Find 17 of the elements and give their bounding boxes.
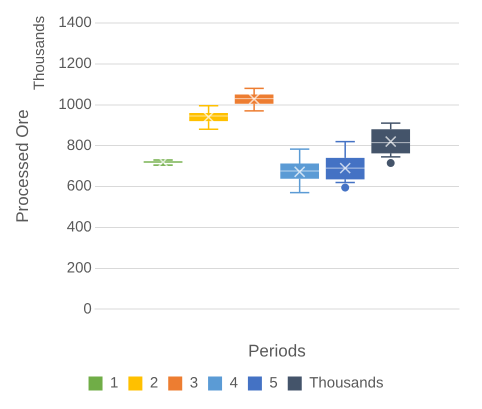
legend-label: 2 — [150, 374, 158, 392]
legend-label: 3 — [190, 374, 198, 392]
y-tick-label: 800 — [66, 136, 92, 154]
legend-label: 4 — [230, 374, 238, 392]
y-tick-label: 200 — [66, 259, 92, 276]
x-axis-title: Periods — [248, 341, 306, 360]
y-tick-label: 1200 — [58, 55, 92, 72]
legend-label: 1 — [110, 374, 118, 392]
legend-label: 5 — [269, 374, 278, 392]
legend-label: Thousands — [309, 374, 384, 392]
y-axis-title: Processed Ore — [12, 109, 32, 223]
text: Thousands — [30, 16, 48, 90]
y-tick-label: 0 — [83, 300, 92, 318]
y-tick-label: 600 — [66, 178, 92, 195]
y-tick-label: 1000 — [58, 96, 92, 113]
y-tick-label: 400 — [66, 218, 92, 236]
y-tick-label: 1400 — [58, 14, 92, 32]
